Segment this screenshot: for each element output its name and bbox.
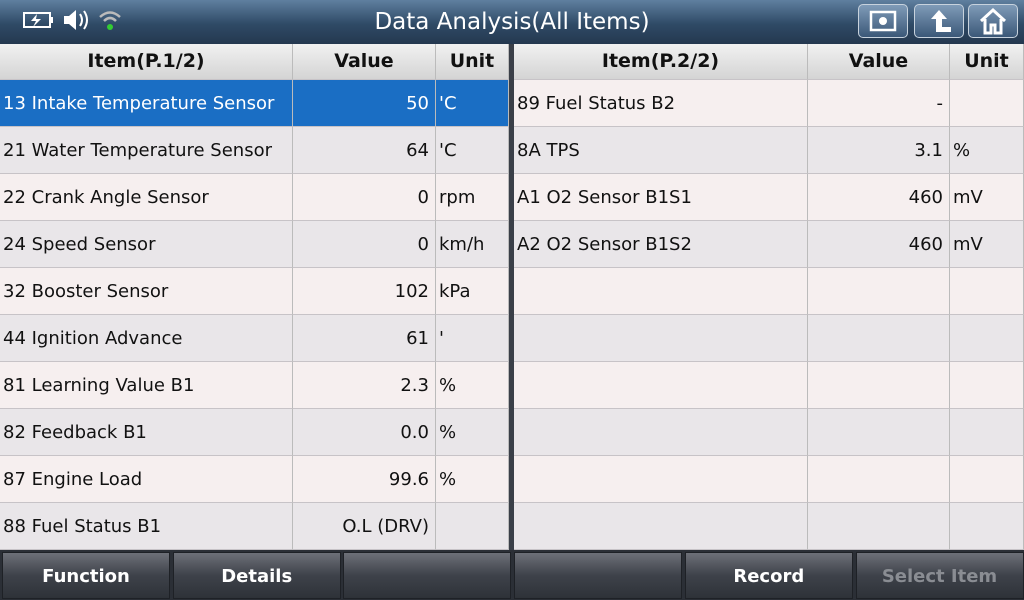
cell-unit[interactable]: mV (950, 221, 1024, 268)
cell-value[interactable]: 3.1 (808, 127, 950, 174)
cell-item[interactable]: 82 Feedback B1 (0, 409, 293, 456)
empty-cell (808, 268, 950, 315)
button[interactable]: Function (2, 552, 170, 599)
cell-item[interactable]: 22 Crank Angle Sensor (0, 174, 293, 221)
cell-unit[interactable]: km/h (436, 221, 509, 268)
cell-item[interactable]: 32 Booster Sensor (0, 268, 293, 315)
cell-value[interactable]: 0 (293, 174, 436, 221)
cell-value[interactable]: 64 (293, 127, 436, 174)
empty-button (514, 552, 683, 599)
button-bar: Function Details Record Select Item (0, 550, 1024, 600)
column-header: Value (293, 44, 436, 80)
button[interactable]: Record (684, 552, 853, 599)
empty-cell (808, 409, 950, 456)
empty-cell (950, 409, 1024, 456)
cell-unit[interactable]: 'C (436, 127, 509, 174)
back-button[interactable] (914, 4, 964, 38)
cell-item[interactable]: 13 Intake Temperature Sensor (0, 80, 293, 127)
column-header: Unit (950, 44, 1024, 80)
cell-value[interactable]: 61 (293, 315, 436, 362)
column-header: Unit (436, 44, 509, 80)
cell-unit[interactable]: % (436, 409, 509, 456)
empty-cell (514, 456, 808, 503)
empty-cell (514, 315, 808, 362)
cell-item[interactable]: 88 Fuel Status B1 (0, 503, 293, 550)
empty-cell (808, 456, 950, 503)
empty-cell (514, 268, 808, 315)
cell-unit[interactable]: rpm (436, 174, 509, 221)
empty-button (343, 552, 512, 599)
data-table: Item(P.1/2) Value Unit 13 Intake Temperatur… (0, 44, 509, 550)
empty-cell (808, 503, 950, 550)
cell-value[interactable]: 2.3 (293, 362, 436, 409)
empty-cell[interactable] (436, 503, 509, 550)
empty-cell (950, 456, 1024, 503)
button[interactable]: Details (172, 552, 341, 599)
cell-value[interactable]: 50 (293, 80, 436, 127)
cell-value[interactable]: 460 (808, 221, 950, 268)
title: Data Analysis(All Items) (374, 9, 650, 35)
empty-cell (950, 362, 1024, 409)
cell-item[interactable]: A2 O2 Sensor B1S2 (514, 221, 808, 268)
cell-value[interactable]: 460 (808, 174, 950, 221)
cell-item[interactable]: 24 Speed Sensor (0, 221, 293, 268)
column-header: Item(P.1/2) (0, 44, 293, 80)
cell-unit[interactable]: mV (950, 174, 1024, 221)
cell-unit[interactable]: % (950, 127, 1024, 174)
cell-value[interactable]: O.L (DRV) (293, 503, 436, 550)
column-header: Value (808, 44, 950, 80)
column-header: Item(P.2/2) (514, 44, 808, 80)
empty-cell (514, 362, 808, 409)
button: Select Item (855, 552, 1024, 599)
cell-value[interactable]: - (808, 80, 950, 127)
title-bar: Data Analysis(All Items) (0, 0, 1024, 44)
cell-value[interactable]: 0.0 (293, 409, 436, 456)
cell-value[interactable]: 102 (293, 268, 436, 315)
empty-cell (514, 409, 808, 456)
empty-cell (950, 268, 1024, 315)
cell-value[interactable]: 99.6 (293, 456, 436, 503)
home-button[interactable] (968, 4, 1018, 38)
cell-unit[interactable]: % (436, 456, 509, 503)
cell-item[interactable]: 8A TPS (514, 127, 808, 174)
empty-cell (950, 315, 1024, 362)
cell-item[interactable]: 87 Engine Load (0, 456, 293, 503)
data-table: Item(P.2/2) Value Unit 89 Fuel Status B2-8A… (514, 44, 1024, 550)
empty-cell (514, 503, 808, 550)
empty-cell (808, 315, 950, 362)
cell-item[interactable]: 44 Ignition Advance (0, 315, 293, 362)
empty-cell[interactable] (950, 80, 1024, 127)
status-icons (23, 10, 121, 30)
empty-cell (950, 503, 1024, 550)
cell-item[interactable]: 89 Fuel Status B2 (514, 80, 808, 127)
empty-cell (808, 362, 950, 409)
cell-value[interactable]: 0 (293, 221, 436, 268)
cell-unit[interactable]: ' (436, 315, 509, 362)
cell-unit[interactable]: 'C (436, 80, 509, 127)
cell-item[interactable]: A1 O2 Sensor B1S1 (514, 174, 808, 221)
cell-item[interactable]: 81 Learning Value B1 (0, 362, 293, 409)
cell-unit[interactable]: % (436, 362, 509, 409)
cell-unit[interactable]: kPa (436, 268, 509, 315)
screenshot-button[interactable] (858, 4, 908, 38)
cell-item[interactable]: 21 Water Temperature Sensor (0, 127, 293, 174)
